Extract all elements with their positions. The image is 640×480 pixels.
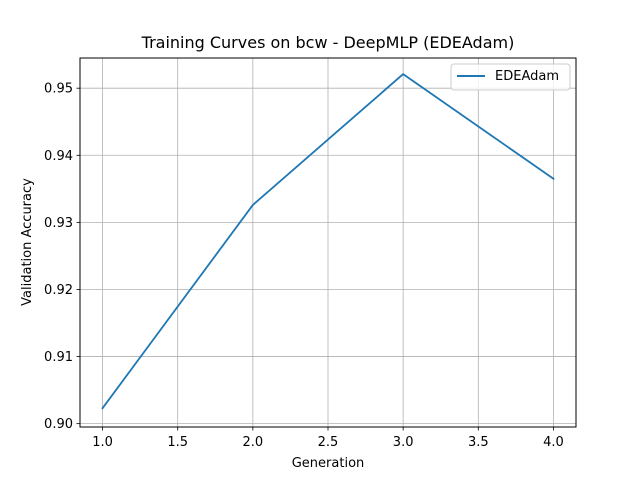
series-line-edeadam <box>101 73 555 410</box>
legend: EDEAdam <box>450 63 571 91</box>
y-tick-label: 0.94 <box>44 149 73 164</box>
x-tick-label: 1.0 <box>92 435 113 450</box>
x-axis-ticks: 1.0 1.5 2.0 2.5 3.0 3.5 4.0 <box>92 427 564 450</box>
x-tick-label: 2.5 <box>318 435 339 450</box>
x-axis-label: Generation <box>292 456 365 471</box>
x-tick-label: 1.5 <box>167 435 188 450</box>
data-point <box>402 73 404 75</box>
x-tick-label: 3.0 <box>393 435 414 450</box>
y-tick-label: 0.90 <box>44 417 73 432</box>
data-point <box>252 204 254 206</box>
y-tick-label: 0.92 <box>44 283 73 298</box>
y-tick-label: 0.95 <box>44 82 73 97</box>
y-tick-label: 0.91 <box>44 350 73 365</box>
x-tick-label: 3.5 <box>468 435 489 450</box>
legend-label-edeadam: EDEAdam <box>495 69 559 84</box>
data-point <box>101 407 104 409</box>
grid <box>80 58 576 427</box>
legend-box <box>450 63 571 91</box>
y-axis-label: Validation Accuracy <box>20 178 35 306</box>
y-tick-label: 0.93 <box>44 216 73 231</box>
data-point <box>552 178 555 180</box>
x-tick-label: 4.0 <box>543 435 564 450</box>
series-layer <box>101 73 555 410</box>
x-tick-label: 2.0 <box>243 435 264 450</box>
y-axis-ticks: 0.90 0.91 0.92 0.93 0.94 0.95 <box>44 82 80 432</box>
chart-title: Training Curves on bcw - DeepMLP (EDEAda… <box>141 33 515 52</box>
